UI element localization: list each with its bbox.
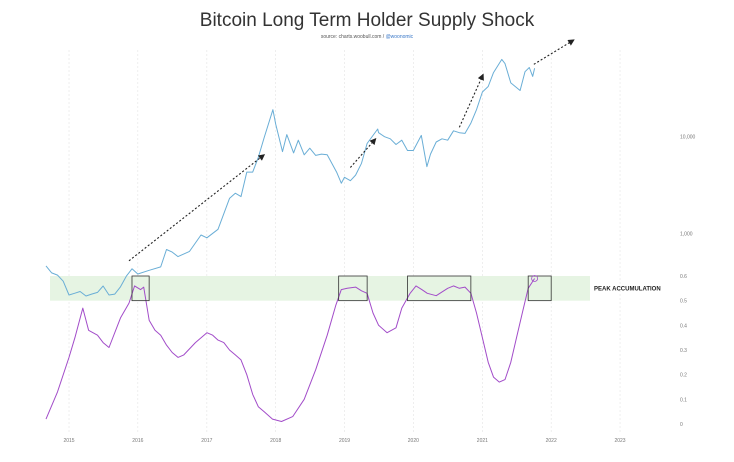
peak-accumulation-band: PEAK ACCUMULATION — [50, 276, 661, 301]
axes: 2015 2016 2017 2018 2019 2020 2021 2022 2023 1,00… — [63, 135, 695, 444]
price-axis-label: 10,000 — [680, 135, 696, 141]
supply-axis-label: 0.5 — [680, 299, 687, 305]
source-prefix: source: charts.woobull.com / — [320, 34, 386, 40]
grid-lines — [68, 50, 621, 432]
trend-arrow — [128, 154, 266, 262]
highlight-box — [338, 275, 368, 302]
supply-axis-label: 0.2 — [680, 373, 687, 379]
trend-arrow — [533, 39, 575, 65]
chart-source: source: charts.woobull.com / @woonomic — [0, 34, 734, 40]
x-tick-label: 2018 — [270, 438, 281, 444]
x-tick-label: 2023 — [614, 438, 625, 444]
band-label: PEAK ACCUMULATION — [594, 286, 661, 292]
highlight-box — [131, 275, 150, 302]
band-rect — [50, 276, 590, 301]
supply-axis-label: 0.6 — [680, 274, 687, 280]
trend-arrow — [349, 137, 377, 168]
current-point-circle — [531, 275, 538, 282]
supply-series — [45, 278, 536, 422]
price-series — [45, 58, 536, 297]
supply-axis-label: 0.4 — [680, 323, 687, 329]
x-tick-label: 2017 — [201, 438, 212, 444]
supply-line — [45, 278, 536, 422]
source-author-link[interactable]: @woonomic — [385, 34, 414, 40]
price-axis-label: 1,000 — [680, 231, 693, 237]
supply-axis-label: 0 — [680, 422, 683, 428]
highlight-box — [527, 275, 552, 302]
supply-axis-label: 0.1 — [680, 397, 687, 403]
chart-title: Bitcoin Long Term Holder Supply Shock — [199, 10, 535, 31]
highlight-box — [407, 275, 472, 302]
x-tick-label: 2019 — [339, 438, 350, 444]
supply-axis-label: 0.3 — [680, 348, 687, 354]
trend-arrow — [458, 73, 484, 128]
x-tick-label: 2016 — [132, 438, 143, 444]
price-line — [45, 58, 536, 297]
x-tick-label: 2021 — [477, 438, 488, 444]
x-tick-label: 2022 — [546, 438, 557, 444]
highlight-boxes — [131, 275, 552, 302]
x-tick-label: 2015 — [63, 438, 74, 444]
trend-arrows — [128, 39, 575, 262]
x-tick-label: 2020 — [408, 438, 419, 444]
